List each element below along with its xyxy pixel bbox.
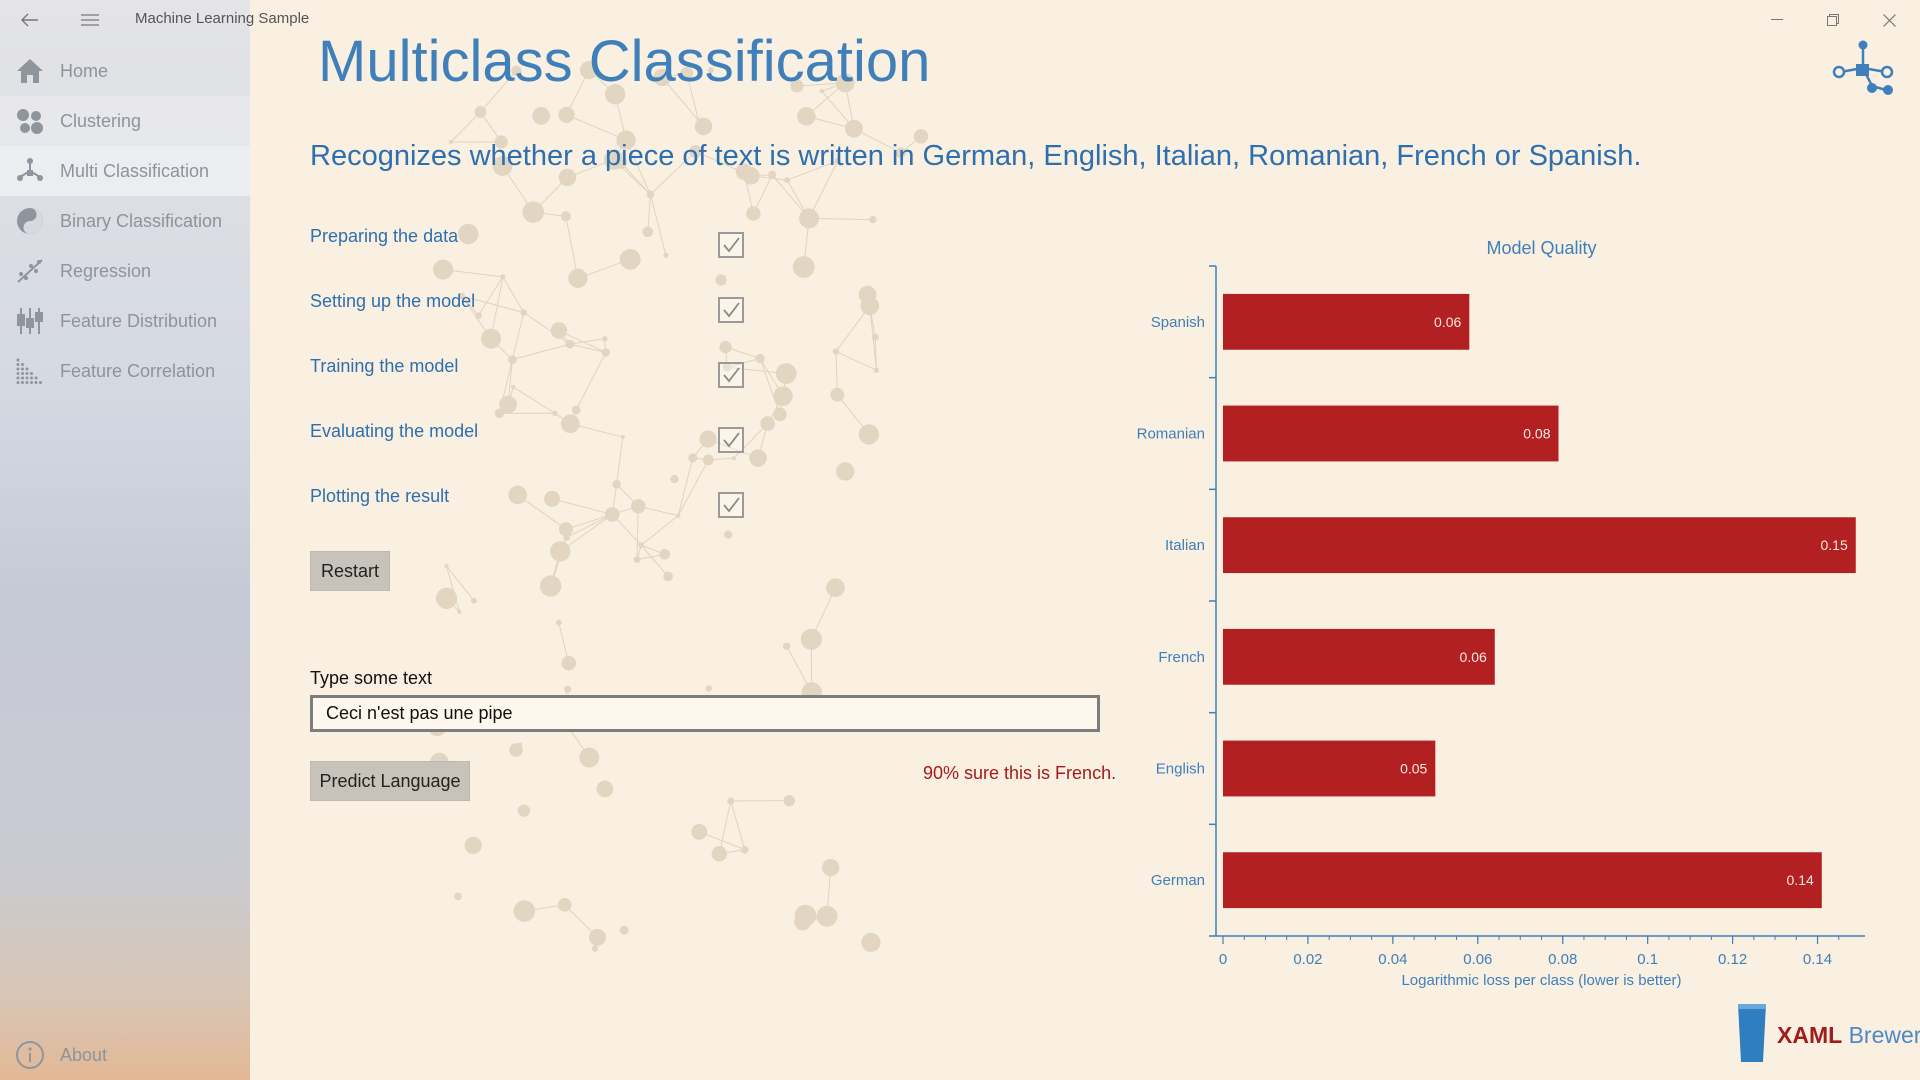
chart-title: Model Quality xyxy=(1486,238,1596,258)
binary-classification-icon xyxy=(13,204,47,238)
sidebar: Home Clustering Multi Classification Bin… xyxy=(0,0,250,1080)
y-tick-label: German xyxy=(1151,872,1205,889)
x-tick-label: 0.02 xyxy=(1293,951,1322,968)
step-label: Training the model xyxy=(310,356,459,376)
sidebar-item-about[interactable]: About xyxy=(0,1030,250,1080)
sidebar-item-label: Clustering xyxy=(60,110,142,131)
restore-icon[interactable] xyxy=(1812,0,1854,40)
page-title: Multiclass Classification xyxy=(318,29,931,94)
sidebar-item-label: Multi Classification xyxy=(60,160,210,181)
step-checkbox xyxy=(718,232,744,258)
chart-bar xyxy=(1223,852,1822,909)
y-tick-label: English xyxy=(1156,761,1205,778)
text-input[interactable] xyxy=(310,695,1100,732)
step-label: Evaluating the model xyxy=(310,421,479,441)
sidebar-item-multi-classification[interactable]: Multi Classification xyxy=(0,146,250,196)
x-tick-label: 0.06 xyxy=(1463,951,1492,968)
window-title: Machine Learning Sample xyxy=(135,10,310,27)
multi-classification-icon xyxy=(13,154,47,188)
x-tick-label: 0 xyxy=(1219,951,1227,968)
minimize-icon[interactable] xyxy=(1756,0,1798,40)
chart-bar xyxy=(1223,405,1559,462)
chart-bar xyxy=(1223,517,1856,574)
clustering-icon xyxy=(13,104,47,138)
back-arrow-icon[interactable] xyxy=(10,0,50,40)
brewer-text-bold: XAML xyxy=(1777,1022,1843,1048)
step-label: Plotting the result xyxy=(310,486,450,506)
sidebar-item-clustering[interactable]: Clustering xyxy=(0,96,250,146)
close-icon[interactable] xyxy=(1868,0,1910,40)
prediction-result: 90% sure this is French. xyxy=(923,763,1117,783)
y-tick-label: French xyxy=(1158,649,1205,666)
sidebar-item-home[interactable]: Home xyxy=(0,46,250,96)
step-plotting-result: Plotting the result xyxy=(310,482,780,522)
step-checkbox xyxy=(718,427,744,453)
sidebar-item-label: Home xyxy=(60,60,109,81)
ml-network-icon xyxy=(1830,38,1896,103)
beer-glass-icon xyxy=(1737,1002,1767,1069)
info-icon xyxy=(13,1038,47,1072)
chart-bar xyxy=(1223,740,1436,797)
x-tick-label: 0.14 xyxy=(1803,951,1832,968)
home-icon xyxy=(13,54,47,88)
step-preparing-data: Preparing the data xyxy=(310,222,780,262)
sidebar-item-binary-classification[interactable]: Binary Classification xyxy=(0,196,250,246)
x-tick-label: 0.12 xyxy=(1718,951,1747,968)
step-training-model: Training the model xyxy=(310,352,780,392)
feature-distribution-icon xyxy=(13,304,47,338)
sidebar-item-label: Feature Distribution xyxy=(60,310,218,331)
y-tick-label: Spanish xyxy=(1151,314,1205,331)
x-tick-label: 0.1 xyxy=(1637,951,1658,968)
model-quality-chart-svg: Model Quality Spanish 0.06 Romanian 0.08 Ital… xyxy=(1137,238,1865,989)
xaml-brewer-logo: XAML Brewer xyxy=(1737,1002,1920,1069)
sidebar-item-label: Feature Correlation xyxy=(60,360,216,381)
sidebar-item-feature-correlation[interactable]: Feature Correlation xyxy=(0,346,250,396)
x-tick-label: 0.04 xyxy=(1378,951,1407,968)
step-checkbox xyxy=(718,492,744,518)
sidebar-item-regression[interactable]: Regression xyxy=(0,246,250,296)
chart-bar xyxy=(1223,628,1495,685)
regression-icon xyxy=(13,254,47,288)
brewer-text: Brewer xyxy=(1848,1022,1920,1048)
restart-button[interactable]: Restart xyxy=(310,551,390,591)
bar-data-label: 0.06 xyxy=(1434,314,1461,330)
step-label: Setting up the model xyxy=(310,291,476,311)
feature-correlation-icon xyxy=(13,354,47,388)
bar-data-label: 0.08 xyxy=(1523,426,1550,442)
step-checkbox xyxy=(718,362,744,388)
step-label: Preparing the data xyxy=(310,226,459,246)
sidebar-item-feature-distribution[interactable]: Feature Distribution xyxy=(0,296,250,346)
model-quality-chart: Model Quality Spanish 0.06 Romanian 0.08 Ital… xyxy=(1120,228,1890,1008)
bar-data-label: 0.15 xyxy=(1821,537,1848,553)
predict-language-button[interactable]: Predict Language xyxy=(310,761,470,801)
title-bar: Machine Learning Sample xyxy=(0,0,1920,40)
step-evaluating-model: Evaluating the model xyxy=(310,417,780,457)
bar-data-label: 0.14 xyxy=(1787,872,1814,888)
step-setting-up-model: Setting up the model xyxy=(310,287,780,327)
bar-data-label: 0.05 xyxy=(1400,761,1427,777)
sidebar-item-label: Regression xyxy=(60,260,152,281)
bar-data-label: 0.06 xyxy=(1460,649,1487,665)
x-tick-label: 0.08 xyxy=(1548,951,1577,968)
about-label: About xyxy=(60,1044,108,1065)
input-label: Type some text xyxy=(310,668,433,688)
sidebar-item-label: Binary Classification xyxy=(60,210,223,231)
sidebar-nav: Home Clustering Multi Classification Bin… xyxy=(0,46,250,396)
chart-bar xyxy=(1223,293,1470,350)
y-tick-label: Romanian xyxy=(1137,426,1205,443)
x-axis-label: Logarithmic loss per class (lower is bet… xyxy=(1401,972,1681,989)
step-checkbox xyxy=(718,297,744,323)
page-subtitle: Recognizes whether a piece of text is wr… xyxy=(310,140,1642,172)
y-tick-label: Italian xyxy=(1165,537,1205,554)
hamburger-menu-icon[interactable] xyxy=(70,0,110,40)
